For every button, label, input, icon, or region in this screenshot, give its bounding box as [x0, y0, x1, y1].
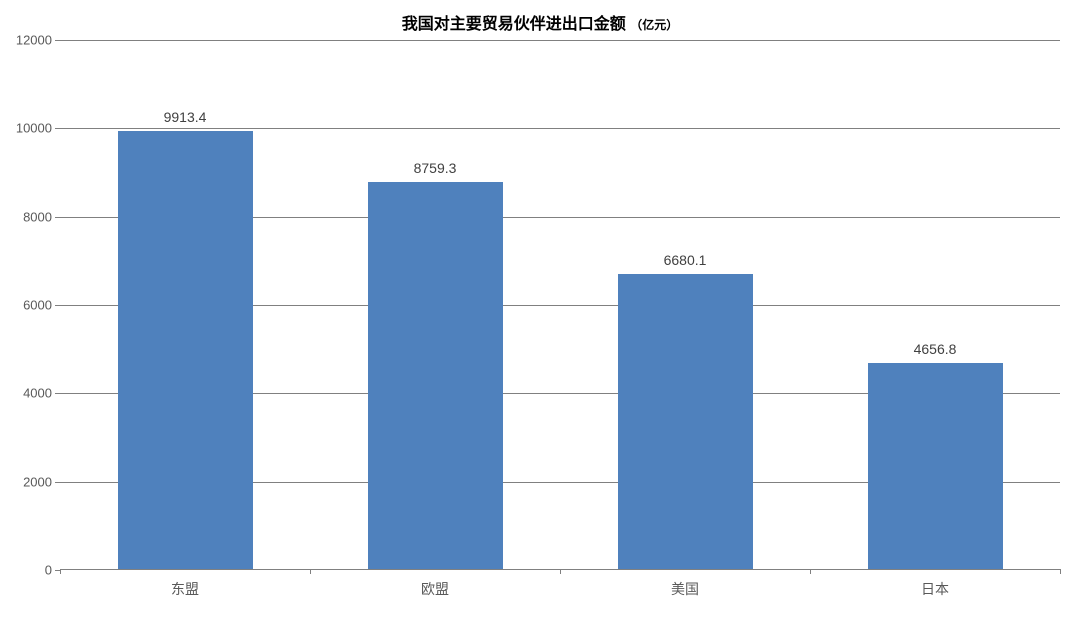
y-tick-label: 12000 — [16, 33, 52, 48]
y-tick-label: 6000 — [23, 298, 52, 313]
x-tick-mark — [1060, 569, 1061, 574]
y-tick-label: 0 — [45, 563, 52, 578]
chart-title-main: 我国对主要贸易伙伴进出口金额 — [402, 16, 626, 33]
x-tick-mark — [560, 569, 561, 574]
bar: 4656.8 — [868, 363, 1003, 569]
y-tick-mark — [55, 217, 60, 218]
y-tick-label: 10000 — [16, 121, 52, 136]
x-tick-mark — [310, 569, 311, 574]
gridline — [60, 40, 1060, 41]
bar: 6680.1 — [618, 274, 753, 569]
y-tick-mark — [55, 128, 60, 129]
chart-title: 我国对主要贸易伙伴进出口金额 （亿元） — [0, 10, 1080, 34]
x-category-label: 美国 — [671, 579, 699, 599]
bar-chart-container: 我国对主要贸易伙伴进出口金额 （亿元） 02000400060008000100… — [0, 0, 1080, 623]
bar-value-label: 9913.4 — [164, 109, 207, 125]
y-tick-mark — [55, 40, 60, 41]
x-tick-mark — [60, 569, 61, 574]
x-category-label: 欧盟 — [421, 579, 449, 599]
gridline — [60, 128, 1060, 129]
y-tick-mark — [55, 393, 60, 394]
y-tick-mark — [55, 482, 60, 483]
chart-title-unit: （亿元） — [630, 18, 678, 32]
y-tick-label: 2000 — [23, 474, 52, 489]
x-tick-mark — [810, 569, 811, 574]
y-tick-label: 4000 — [23, 386, 52, 401]
y-tick-mark — [55, 305, 60, 306]
bar-value-label: 6680.1 — [664, 252, 707, 268]
plot-area: 0200040006000800010000120009913.4东盟8759.… — [60, 40, 1060, 570]
bar-value-label: 4656.8 — [914, 341, 957, 357]
bar-value-label: 8759.3 — [414, 160, 457, 176]
bar: 8759.3 — [368, 182, 503, 569]
x-category-label: 日本 — [921, 579, 949, 599]
bar: 9913.4 — [118, 131, 253, 569]
x-category-label: 东盟 — [171, 579, 199, 599]
y-tick-label: 8000 — [23, 209, 52, 224]
